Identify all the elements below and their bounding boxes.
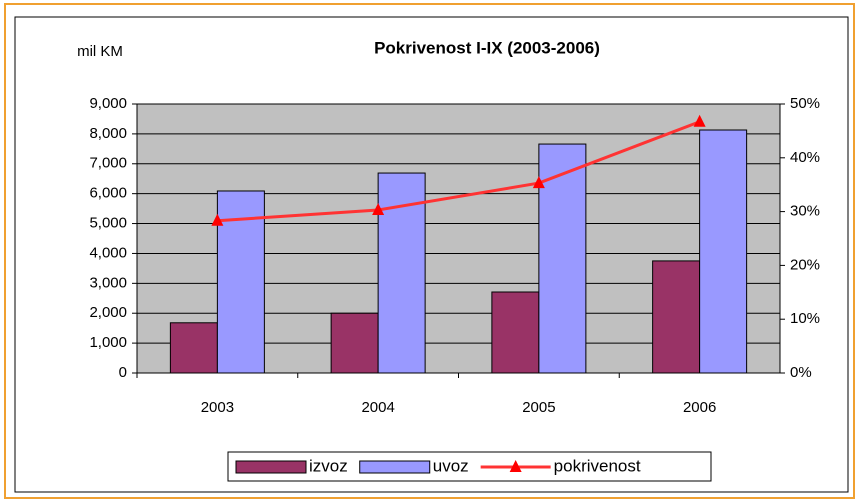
y-tick-label: 7,000: [89, 155, 127, 172]
bar: [652, 260, 701, 374]
x-tick-label: 2006: [683, 399, 716, 416]
legend-swatch: [235, 460, 307, 474]
x-tick-label: 2005: [522, 399, 555, 416]
line-marker: [532, 176, 545, 189]
y-tick-label: 9,000: [89, 95, 127, 112]
legend-label: pokrivenost: [554, 456, 641, 475]
line: [217, 120, 701, 223]
y2-tick-label: 20%: [790, 256, 820, 273]
y2-tick-label: 50%: [790, 95, 820, 112]
legend-marker: [509, 460, 522, 472]
chart-title: Pokrivenost I-IX (2003-2006): [374, 38, 600, 57]
y-tick-label: 1,000: [89, 334, 127, 351]
line-marker: [211, 213, 224, 226]
y2-tick-label: 10%: [790, 310, 820, 327]
legend-label: izvoz: [309, 456, 348, 475]
y-tick-label: 2,000: [89, 304, 127, 321]
bar: [699, 129, 748, 374]
x-tick-label: 2003: [201, 399, 234, 416]
legend-label: uvoz: [433, 456, 469, 475]
legend-swatch: [359, 460, 431, 474]
y2-tick-label: 40%: [790, 149, 820, 166]
y-axis-label: mil KM: [77, 43, 123, 60]
y-tick-label: 4,000: [89, 244, 127, 261]
outer-frame: [4, 3, 855, 499]
line-marker: [693, 114, 706, 127]
bar: [538, 143, 587, 374]
y-tick-label: 3,000: [89, 274, 127, 291]
bar: [491, 291, 540, 374]
line-marker: [372, 202, 385, 215]
y2-tick-label: 30%: [790, 203, 820, 220]
y-tick-label: 8,000: [89, 125, 127, 142]
bar: [330, 312, 379, 374]
y-tick-label: 6,000: [89, 185, 127, 202]
x-tick-label: 2004: [361, 399, 394, 416]
legend-box: [227, 451, 712, 482]
y-tick-label: 0: [119, 364, 127, 381]
y-tick-label: 5,000: [89, 215, 127, 232]
bar: [169, 322, 218, 374]
y2-tick-label: 0%: [790, 364, 812, 381]
